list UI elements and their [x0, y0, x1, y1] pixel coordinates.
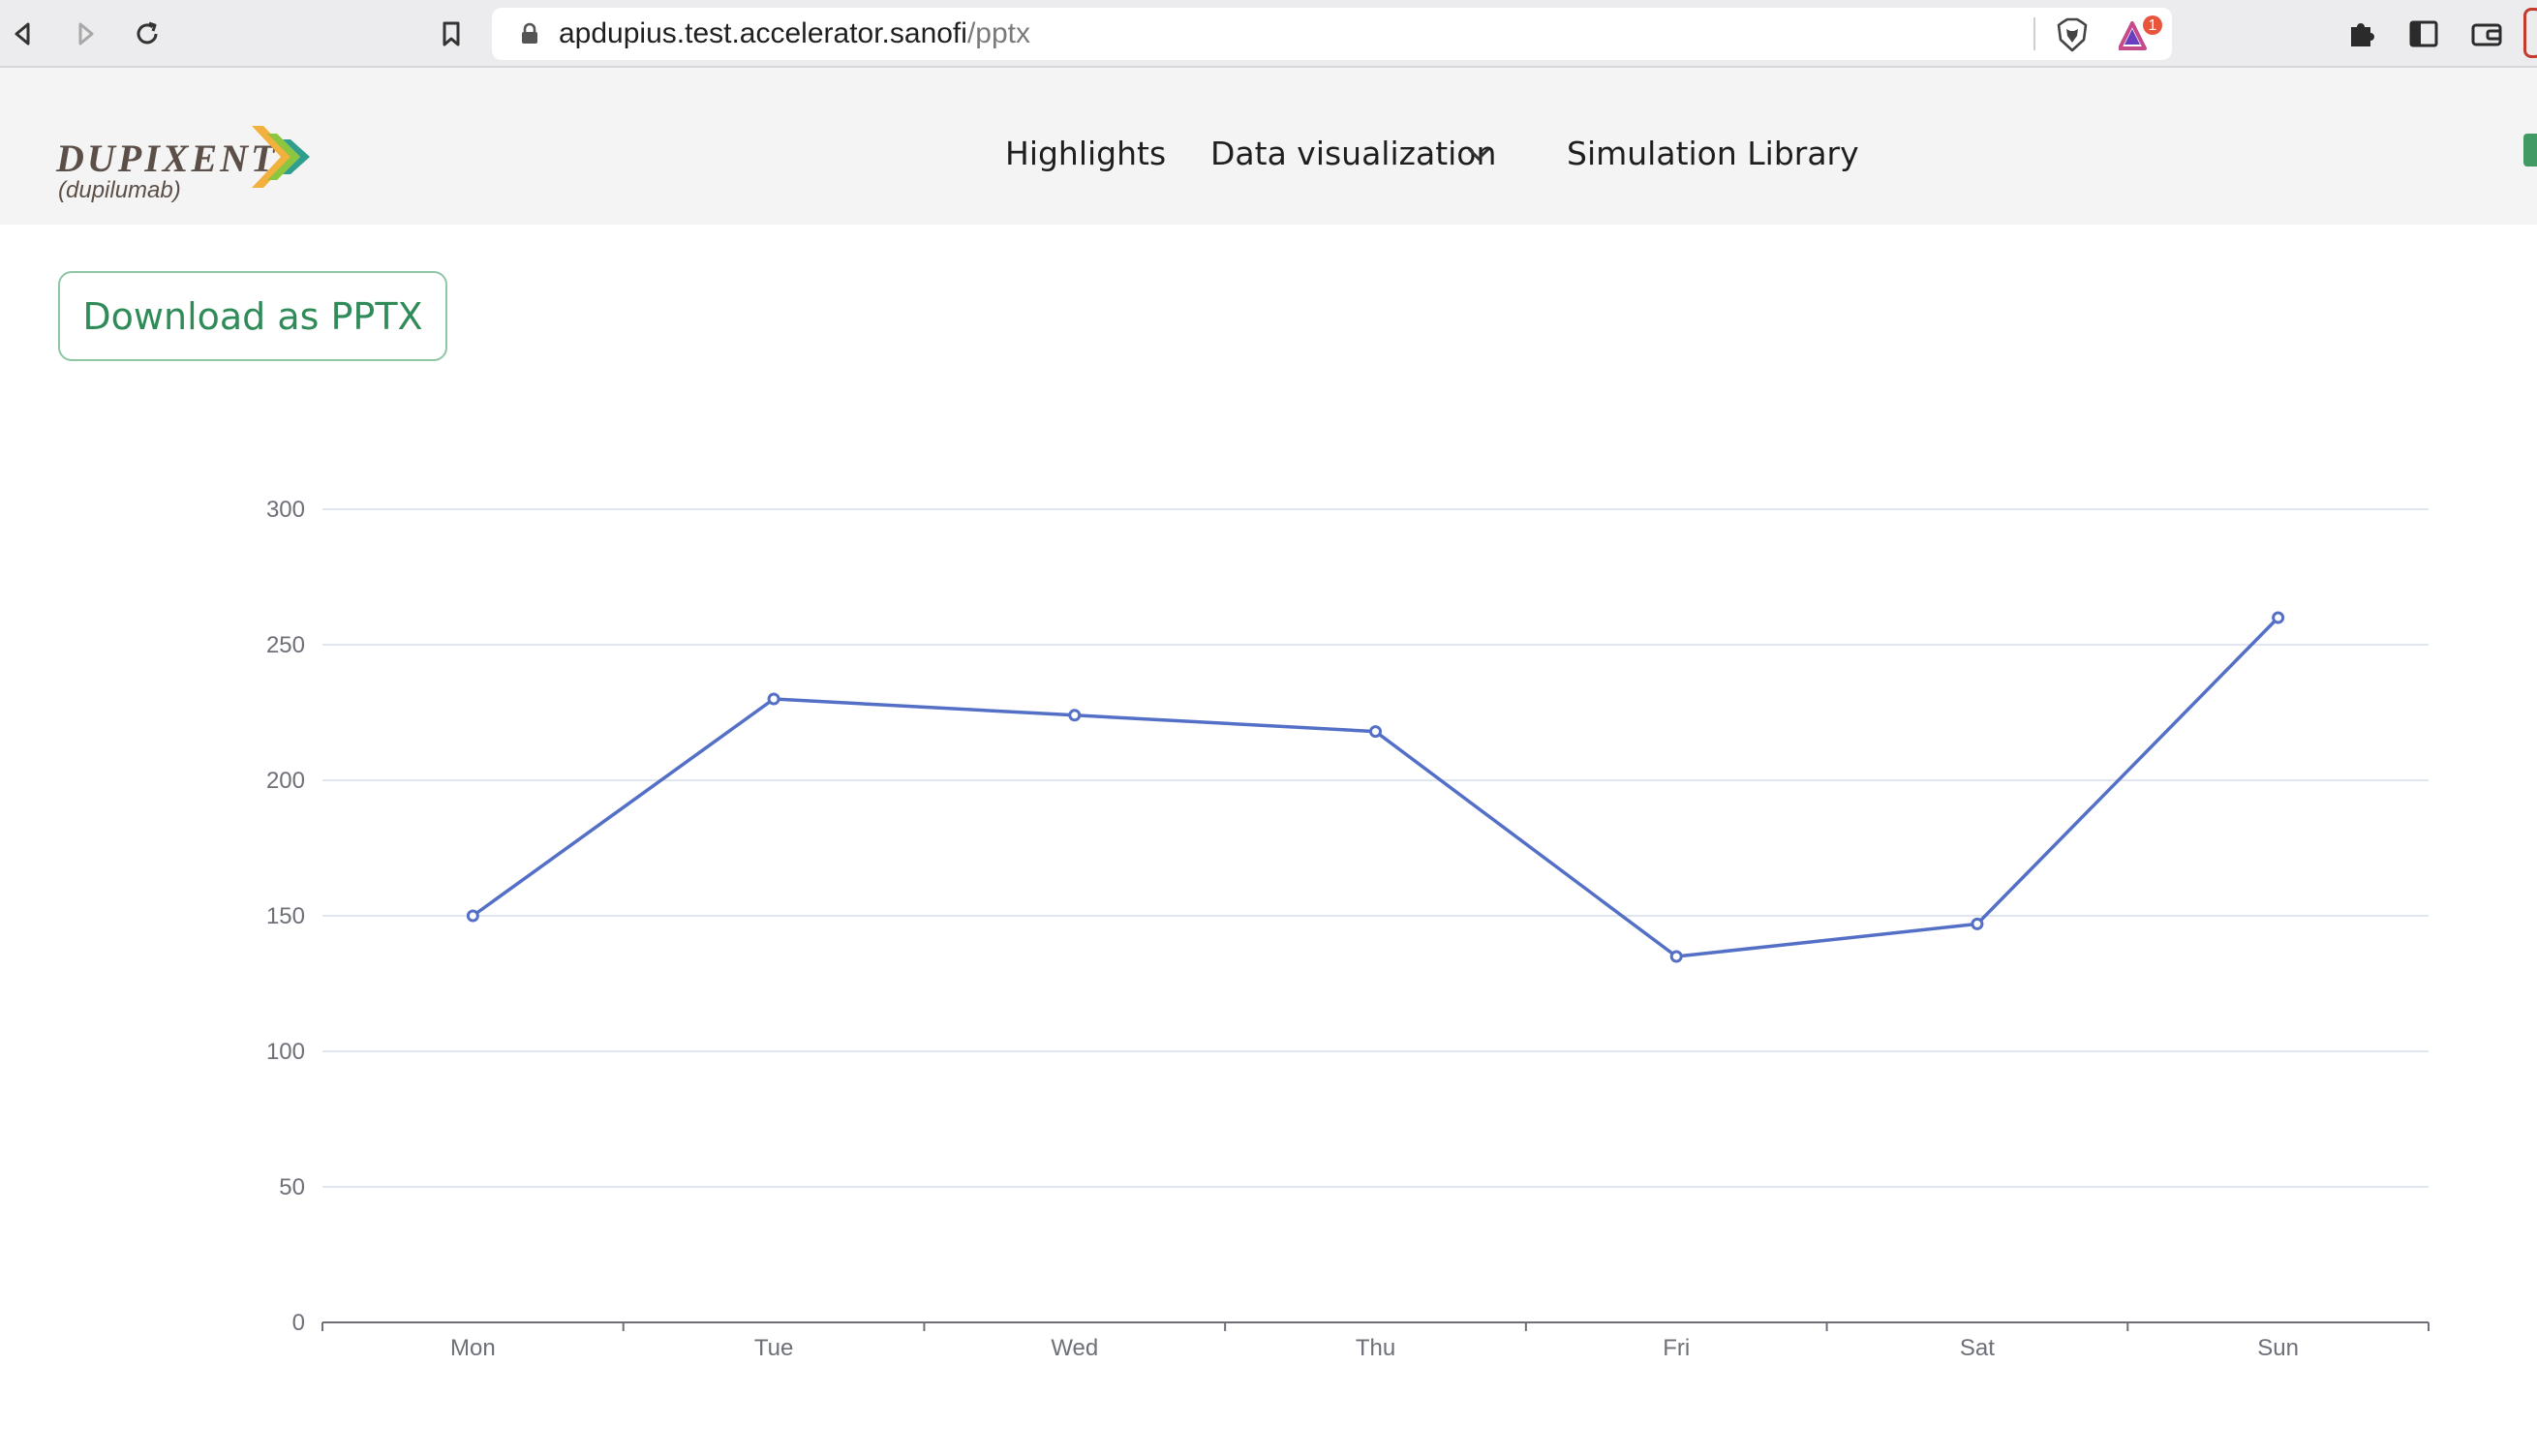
- sidebar-icon: [2409, 20, 2438, 47]
- bookmark-button[interactable]: [434, 16, 469, 51]
- logo-subtitle: (dupilumab): [58, 177, 181, 203]
- data-point: [1369, 725, 1382, 739]
- reload-icon: [137, 21, 158, 45]
- extensions-button[interactable]: [2342, 15, 2381, 53]
- main-nav: Highlights Data visualization Simulation…: [0, 130, 2537, 178]
- browser-toolbar: apdupius.test.accelerator.sanofi/pptx 1: [0, 0, 2537, 68]
- lock-icon: [522, 22, 537, 44]
- y-tick-label: 50: [279, 1174, 305, 1200]
- chevron-down-icon: [1467, 147, 1490, 162]
- back-button[interactable]: [6, 16, 41, 51]
- data-point: [767, 692, 780, 706]
- data-point: [466, 909, 479, 923]
- forward-icon: [78, 22, 94, 46]
- sidebar-toggle-button[interactable]: [2404, 15, 2443, 53]
- data-point: [1068, 709, 1082, 722]
- brave-rewards-button[interactable]: 1: [2118, 15, 2165, 54]
- brave-shields-icon[interactable]: [2054, 16, 2091, 53]
- y-tick-label: 0: [292, 1310, 305, 1336]
- y-tick-label: 200: [266, 768, 305, 794]
- back-icon: [15, 22, 30, 46]
- address-divider: [2033, 17, 2035, 50]
- chart-gridlines: [322, 508, 2429, 1188]
- y-tick-label: 100: [266, 1039, 305, 1065]
- x-tick-label: Mon: [450, 1335, 496, 1361]
- x-tick-label: Thu: [1356, 1335, 1395, 1361]
- data-point: [1669, 950, 1683, 963]
- x-tick-label: Sat: [1960, 1335, 1995, 1361]
- cropped-header-button[interactable]: [2523, 134, 2537, 167]
- url-path: /pptx: [966, 17, 1030, 49]
- x-tick-label: Tue: [754, 1335, 793, 1361]
- chart-series: [466, 611, 2285, 963]
- y-tick-label: 300: [266, 497, 305, 523]
- bookmark-icon: [443, 21, 460, 46]
- x-tick-label: Wed: [1051, 1335, 1098, 1361]
- url-text[interactable]: apdupius.test.accelerator.sanofi/pptx: [559, 18, 1030, 49]
- rewards-badge-count: 1: [2148, 17, 2157, 34]
- logo-chevrons-icon: [252, 126, 310, 188]
- y-tick-label: 150: [266, 903, 305, 929]
- nav-simulation-library[interactable]: Simulation Library: [1567, 135, 1859, 172]
- rewards-triangle-icon: [2118, 15, 2162, 50]
- data-point: [1971, 917, 1984, 930]
- wallet-icon: [2471, 23, 2502, 46]
- nav-data-visualization-label: Data visualization: [1210, 135, 1497, 172]
- forward-button[interactable]: [68, 16, 103, 51]
- url-host: apdupius.test.accelerator.sanofi: [559, 17, 967, 49]
- site-header: DUPIXENT (dupilumab) Highlights Data vis…: [0, 68, 2537, 225]
- x-tick-label: Sun: [2257, 1335, 2299, 1361]
- cropped-window-button[interactable]: [2523, 8, 2537, 58]
- nav-data-visualization[interactable]: Data visualization: [1210, 130, 1501, 178]
- y-tick-label: 250: [266, 632, 305, 658]
- reload-button[interactable]: [130, 16, 165, 51]
- x-tick-label: Fri: [1663, 1335, 1690, 1361]
- data-point: [2272, 611, 2285, 624]
- logo-wordmark: DUPIXENT: [56, 136, 278, 180]
- chart-axes: 0 50 100 150 200 250 300 Mon Tue Wed Thu Fri Sat Sun: [266, 497, 2430, 1361]
- address-bar[interactable]: apdupius.test.accelerator.sanofi/pptx 1: [492, 8, 2172, 60]
- dupixent-logo[interactable]: DUPIXENT (dupilumab): [56, 93, 347, 203]
- series-line: [472, 616, 2279, 958]
- download-pptx-button[interactable]: Download as PPTX: [58, 271, 447, 361]
- line-chart: 0 50 100 150 200 250 300 Mon Tue Wed Thu Fri Sat Sun: [266, 497, 2430, 1361]
- puzzle-icon: [2351, 23, 2374, 46]
- nav-highlights[interactable]: Highlights: [1005, 135, 1167, 172]
- wallet-button[interactable]: [2467, 15, 2506, 53]
